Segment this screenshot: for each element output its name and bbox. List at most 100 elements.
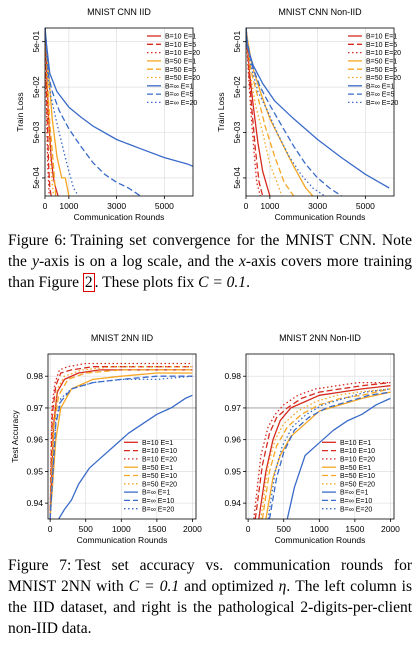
series-line-2 bbox=[253, 381, 391, 519]
legend-entry-8: B=∞ E=20 bbox=[142, 506, 174, 513]
y-axis-label: Test Accuracy bbox=[10, 410, 20, 463]
legend-entry-0: B=10 E=1 bbox=[165, 34, 196, 41]
y-tick-label-2: 0.96 bbox=[224, 435, 241, 445]
x-tick-label-2: 3000 bbox=[308, 201, 327, 211]
series-line-5 bbox=[45, 28, 55, 196]
legend-entry-2: B=10 E=20 bbox=[142, 457, 177, 464]
legend-entry-5: B=50 E=20 bbox=[366, 75, 401, 82]
y-tick-label-0: 0.94 bbox=[224, 498, 241, 508]
legend-entry-7: B=∞ E=10 bbox=[340, 498, 372, 505]
x-tick-label-3: 1500 bbox=[147, 524, 166, 534]
series-line-0 bbox=[258, 385, 391, 519]
chart-legend: B=10 E=1B=10 E=5B=10 E=20B=50 E=1B=50 E=… bbox=[147, 34, 200, 107]
legend-entry-7: B=∞ E=5 bbox=[165, 92, 193, 99]
fig7-text-3: . The left column is the IID dataset, an… bbox=[8, 578, 412, 637]
x-tick-label-0: 0 bbox=[43, 201, 48, 211]
y-tick-label-4: 0.98 bbox=[26, 371, 43, 381]
y-tick-label-3: 5e-04 bbox=[232, 167, 242, 189]
legend-entry-3: B=50 E=1 bbox=[340, 465, 371, 472]
x-tick-label-2: 1000 bbox=[310, 524, 329, 534]
chart-1: 0 1000 3000 5000 5e-01 5e-02 5e-03 5e-04 MNIST C… bbox=[15, 7, 200, 222]
y-tick-label-3: 0.97 bbox=[26, 403, 43, 413]
chart-title: MNIST CNN IID bbox=[87, 7, 151, 17]
legend-entry-3: B=50 E=1 bbox=[142, 465, 173, 472]
fig6-text-3: -axis covers more training than Figure bbox=[8, 253, 413, 291]
x-tick-label-0: 0 bbox=[244, 201, 249, 211]
x-tick-label-2: 3000 bbox=[107, 201, 126, 211]
series-line-2 bbox=[45, 28, 50, 196]
plot-frame bbox=[44, 27, 194, 197]
plot-frame bbox=[245, 27, 395, 197]
chart-legend: B=10 E=1B=10 E=10B=10 E=20B=50 E=1B=50 E… bbox=[124, 440, 177, 513]
x-tick-label-3: 1500 bbox=[345, 524, 364, 534]
chart-legend: B=10 E=1B=10 E=5B=10 E=20B=50 E=1B=50 E=… bbox=[348, 34, 401, 107]
y-tick-label-1: 5e-02 bbox=[31, 76, 41, 98]
legend-entry-3: B=50 E=1 bbox=[165, 59, 196, 66]
series-group bbox=[253, 381, 391, 519]
x-axis-label: Communication Rounds bbox=[275, 212, 366, 222]
series-line-7 bbox=[246, 28, 342, 196]
series-line-2 bbox=[49, 362, 193, 519]
chart-2: 0 1000 3000 5000 5e-01 5e-02 5e-03 5e-04 MNIST C… bbox=[216, 7, 401, 222]
fig7-math-c: C = 0.1 bbox=[128, 578, 180, 595]
y-tick-label-0: 5e-01 bbox=[31, 31, 41, 53]
legend-entry-0: B=10 E=1 bbox=[366, 34, 397, 41]
legend-entry-5: B=50 E=20 bbox=[142, 481, 177, 488]
y-tick-label-1: 5e-02 bbox=[232, 76, 242, 98]
plot-frame bbox=[47, 353, 197, 520]
y-tick-label-3: 0.97 bbox=[224, 403, 241, 413]
y-tick-label-1: 0.95 bbox=[26, 466, 43, 476]
x-tick-label-1: 1000 bbox=[260, 201, 279, 211]
series-line-8 bbox=[267, 388, 391, 519]
x-tick-label-3: 5000 bbox=[155, 201, 174, 211]
chart-4: 0 500 1000 1500 2000 0.94 0.95 0.96 0.97 0.98 MNIS… bbox=[224, 333, 400, 545]
series-line-7 bbox=[45, 28, 141, 196]
legend-entry-4: B=50 E=10 bbox=[142, 473, 177, 480]
plot-frame bbox=[245, 353, 395, 520]
fig7-text-2: and optimized bbox=[179, 578, 279, 595]
legend-entry-1: B=10 E=5 bbox=[366, 42, 397, 49]
fig7-eta: η bbox=[278, 578, 287, 595]
x-axis-label: Communication Rounds bbox=[275, 535, 366, 545]
legend-entry-8: B=∞ E=20 bbox=[340, 506, 372, 513]
legend-entry-3: B=50 E=1 bbox=[366, 59, 397, 66]
fig6-text-4: . These plots fix bbox=[94, 274, 199, 291]
x-tick-label-1: 1000 bbox=[59, 201, 78, 211]
legend-entry-1: B=10 E=5 bbox=[165, 42, 196, 49]
fig6-var-y: y bbox=[32, 253, 39, 270]
chart-title: MNIST CNN Non-IID bbox=[278, 7, 362, 17]
fig6-text-2: -axis is on a log scale, and the bbox=[38, 253, 240, 270]
series-line-6 bbox=[58, 394, 193, 519]
y-tick-label-2: 0.96 bbox=[26, 435, 43, 445]
figure-2-reference-link[interactable]: 2 bbox=[82, 273, 95, 292]
figure-7-caption: Figure 7: Test set accuracy vs. communica… bbox=[8, 555, 412, 639]
legend-entry-6: B=∞ E=1 bbox=[142, 490, 170, 497]
legend-entry-7: B=∞ E=5 bbox=[366, 92, 394, 99]
figure-6-caption: Figure 6: Training set convergence for th… bbox=[8, 230, 412, 293]
y-axis-label: Train Loss bbox=[15, 92, 25, 131]
legend-entry-6: B=∞ E=1 bbox=[366, 83, 394, 90]
legend-entry-0: B=10 E=1 bbox=[340, 440, 371, 447]
series-line-8 bbox=[45, 28, 79, 196]
y-tick-label-4: 0.98 bbox=[224, 371, 241, 381]
chart-title: MNIST 2NN IID bbox=[91, 333, 154, 343]
legend-entry-0: B=10 E=1 bbox=[142, 440, 173, 447]
y-tick-label-3: 5e-04 bbox=[31, 167, 41, 189]
x-tick-label-0: 0 bbox=[246, 524, 251, 534]
x-tick-label-1: 500 bbox=[277, 524, 291, 534]
legend-entry-2: B=10 E=20 bbox=[340, 457, 375, 464]
fig7-text-1: Test set accuracy vs. communication roun… bbox=[8, 557, 412, 595]
chart-legend: B=10 E=1B=10 E=10B=10 E=20B=50 E=1B=50 E… bbox=[322, 440, 375, 513]
y-tick-label-0: 5e-01 bbox=[232, 31, 242, 53]
x-tick-label-0: 0 bbox=[48, 524, 53, 534]
x-tick-label-3: 5000 bbox=[356, 201, 375, 211]
series-line-4 bbox=[49, 369, 193, 519]
series-line-6 bbox=[286, 397, 391, 519]
series-group bbox=[45, 28, 193, 196]
legend-entry-4: B=50 E=5 bbox=[165, 67, 196, 74]
legend-entry-1: B=10 E=10 bbox=[340, 448, 375, 455]
legend-entry-4: B=50 E=5 bbox=[366, 67, 397, 74]
legend-entry-6: B=∞ E=1 bbox=[340, 490, 368, 497]
